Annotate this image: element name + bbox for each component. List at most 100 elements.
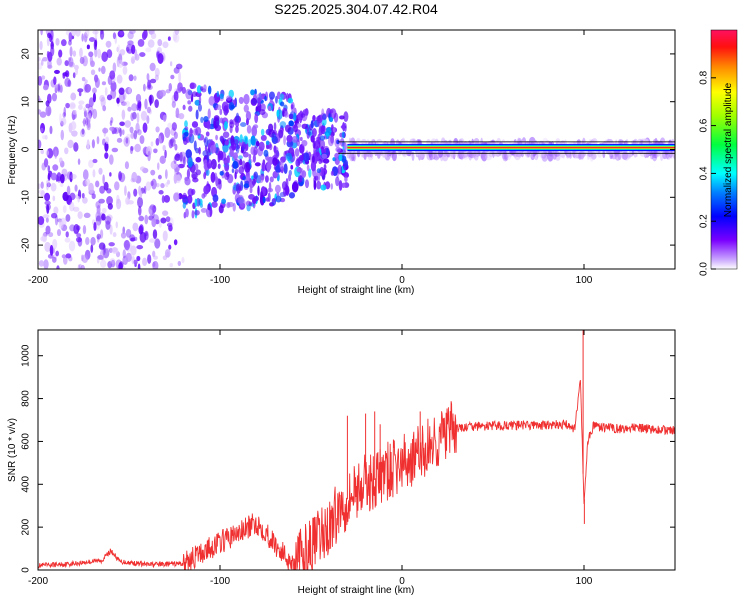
spectral-blob — [88, 97, 94, 108]
spectral-blob — [63, 256, 68, 265]
spectral-blob — [124, 239, 130, 251]
spectral-blob — [42, 57, 48, 62]
colorbar-tick-label: 0.2 — [699, 214, 710, 228]
spectral-blob — [127, 106, 132, 112]
spectral-blob — [267, 192, 271, 203]
spectral-blob — [231, 168, 235, 174]
spectral-blob — [243, 93, 250, 105]
spectral-blob — [114, 181, 120, 191]
spectral-blob — [58, 219, 64, 229]
spectral-blob — [250, 135, 256, 146]
spectral-blob — [203, 185, 210, 195]
spectral-blob — [255, 140, 260, 147]
spectral-blob — [164, 169, 168, 180]
spectral-blob — [271, 198, 277, 203]
spectral-blob — [279, 93, 285, 101]
spectral-blob — [614, 153, 621, 161]
spectral-blob — [143, 185, 147, 195]
spectral-blob — [210, 171, 216, 183]
spectral-blob — [553, 151, 561, 157]
spectral-blob — [126, 43, 133, 54]
spectral-blob — [80, 264, 86, 269]
spectral-blob — [62, 205, 67, 214]
spectral-blob — [72, 50, 77, 57]
spectral-blob — [232, 152, 239, 160]
spectral-blob — [164, 248, 171, 258]
spectral-blob — [109, 70, 116, 80]
spectral-blob — [162, 210, 169, 216]
spectral-blob — [411, 151, 415, 161]
spectral-blob — [95, 215, 102, 226]
spectral-blob — [590, 152, 597, 160]
spectral-blob — [326, 147, 329, 156]
spectral-blob — [40, 30, 43, 36]
y-tick-label: 1000 — [21, 344, 32, 367]
spectral-blob — [118, 92, 125, 104]
spectral-blob — [137, 263, 141, 269]
spectral-blob — [200, 207, 207, 213]
spectral-blob — [303, 152, 310, 163]
spectral-blob — [339, 138, 345, 147]
spectral-blob — [77, 88, 84, 93]
spectral-blob — [77, 211, 83, 220]
spectral-blob — [229, 125, 233, 134]
spectral-blob — [552, 149, 558, 160]
spectral-blob — [68, 240, 76, 252]
spectral-blob — [322, 113, 327, 120]
spectral-blob — [55, 37, 60, 46]
spectral-blob — [133, 129, 138, 140]
spectral-blob — [312, 140, 316, 149]
spectral-blob — [304, 179, 310, 189]
spectral-blob — [589, 151, 594, 162]
spectral-blob — [173, 67, 180, 74]
spectrogram-y-label: Frequency (Hz) — [7, 116, 18, 185]
spectral-blob — [139, 166, 146, 172]
spectral-blob — [197, 103, 203, 112]
spectral-blob — [321, 153, 328, 159]
spectral-blob — [154, 238, 161, 249]
spectral-blob — [68, 32, 73, 42]
spectral-blob — [293, 112, 297, 122]
spectral-blob — [580, 152, 584, 161]
spectral-blob — [85, 117, 89, 126]
spectral-blob — [98, 242, 106, 250]
spectral-blob — [45, 105, 52, 117]
spectral-blob — [252, 154, 256, 163]
spectral-blob — [174, 30, 180, 36]
spectral-blob — [219, 135, 224, 142]
spectral-blob — [58, 157, 63, 164]
spectral-blob — [77, 195, 80, 203]
spectral-blob — [235, 183, 241, 194]
spectral-blob — [90, 236, 96, 246]
spectral-blob — [198, 147, 201, 155]
spectral-blob — [99, 185, 106, 194]
spectral-blob — [38, 139, 42, 149]
spectral-blob — [110, 259, 116, 268]
spectral-blob — [45, 149, 50, 156]
spectral-blob — [90, 60, 95, 68]
y-tick-label: 0 — [21, 567, 32, 573]
spectral-blob — [112, 126, 120, 135]
spectral-blob — [241, 141, 247, 150]
spectral-blob — [138, 185, 142, 196]
spectral-blob — [82, 197, 88, 204]
spectral-blob — [66, 185, 71, 196]
spectral-blob — [216, 90, 220, 97]
spectral-blob — [81, 254, 89, 264]
spectral-blob — [117, 44, 121, 56]
spectral-blob — [655, 152, 659, 158]
spectral-blob — [240, 149, 247, 154]
spectral-blob — [280, 101, 285, 107]
spectral-blob — [111, 247, 119, 254]
spectral-blob — [145, 181, 152, 191]
spectral-blob — [140, 110, 148, 121]
spectral-blob — [194, 198, 198, 208]
spectral-blob — [301, 123, 308, 130]
spectral-blob — [71, 130, 78, 137]
spectral-blob — [363, 154, 367, 159]
spectral-blob — [65, 253, 72, 259]
spectral-blob — [168, 83, 173, 92]
spectral-blob — [154, 67, 160, 77]
spectral-blob — [297, 156, 304, 164]
spectral-blob — [191, 121, 199, 128]
